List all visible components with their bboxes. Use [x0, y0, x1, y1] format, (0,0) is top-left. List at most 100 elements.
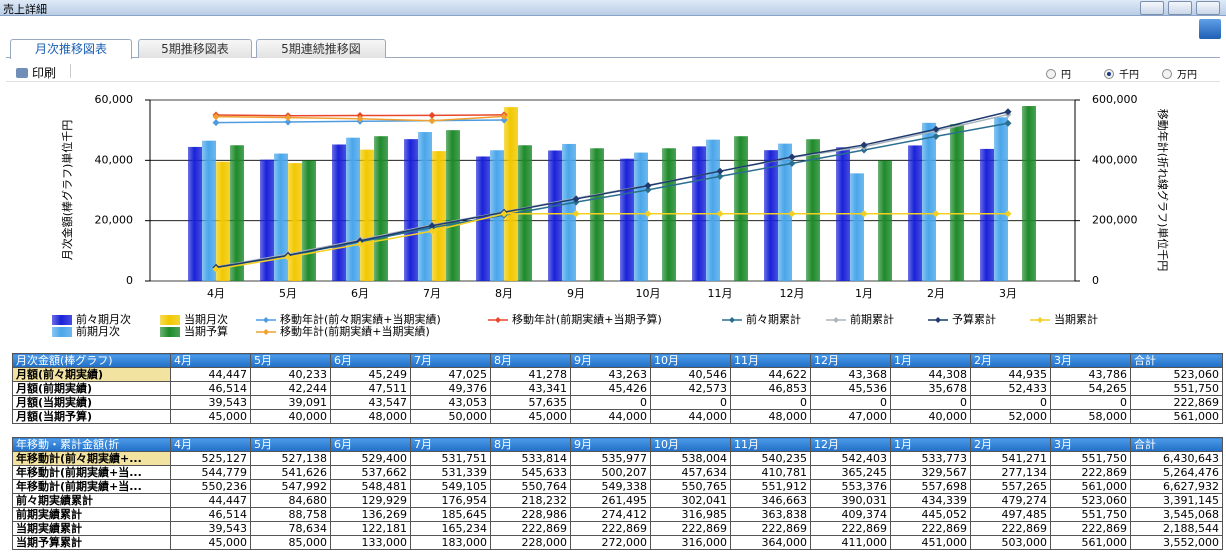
cell: 47,000 [810, 409, 891, 424]
unit-radio[interactable]: 円 [1046, 66, 1071, 81]
y2-tick-label: 0 [1092, 274, 1099, 287]
cell: 44,308 [890, 367, 971, 382]
cell: 228,000 [490, 535, 571, 550]
cell: 222,869 [570, 521, 651, 536]
legend-swatch [263, 329, 269, 335]
cell: 0 [650, 395, 731, 410]
bar [662, 148, 676, 281]
cell: 523,060 [1130, 367, 1223, 382]
line-marker [356, 115, 364, 123]
cell: 557,698 [890, 479, 971, 494]
tab[interactable]: 5期連続推移図 [256, 39, 386, 58]
cell: 44,447 [170, 367, 251, 382]
bar [548, 150, 562, 281]
row-label: 当期実績累計 [12, 521, 171, 536]
cell: 535,977 [570, 451, 651, 466]
cell: 538,004 [650, 451, 731, 466]
legend-label: 移動年計(前々期実績+当期実績) [280, 312, 441, 326]
y2-tick-label: 400,000 [1092, 153, 1138, 166]
table-row: 当期予算累計 45,000 85,000 133,000 183,000 228,000 2… [12, 535, 1223, 550]
cell: 550,765 [650, 479, 731, 494]
bar [374, 136, 388, 281]
cell: 529,400 [330, 451, 411, 466]
tab[interactable]: 5期推移図表 [138, 39, 252, 58]
legend-swatch [52, 327, 72, 337]
cell: 165,234 [410, 521, 491, 536]
cell: 434,339 [890, 493, 971, 508]
print-button[interactable]: 印刷 [16, 64, 56, 81]
print-label: 印刷 [32, 66, 57, 80]
header-cell: 5月 [250, 353, 331, 368]
x-tick-label: 8月 [495, 287, 513, 300]
bar [216, 161, 230, 281]
line-marker [284, 114, 292, 122]
header-cell: 4月 [170, 353, 251, 368]
y-tick-label: 60,000 [95, 93, 134, 106]
cell: 541,626 [250, 465, 331, 480]
bar [590, 148, 604, 281]
cell: 503,000 [970, 535, 1051, 550]
cell: 40,000 [250, 409, 331, 424]
cell: 41,278 [490, 367, 571, 382]
unit-radio[interactable]: 万円 [1162, 66, 1197, 81]
y-tick-label: 40,000 [95, 153, 134, 166]
y2-tick-label: 600,000 [1092, 93, 1138, 106]
cell: 3,552,000 [1130, 535, 1223, 550]
bar [980, 148, 994, 281]
cell: 129,929 [330, 493, 411, 508]
bar [346, 137, 360, 281]
tab-line [6, 57, 1220, 58]
maximize-button[interactable] [1168, 1, 1192, 15]
line-marker [932, 132, 940, 140]
line-marker [284, 118, 292, 126]
row-label: 前期実績累計 [12, 507, 171, 522]
line [215, 111, 1009, 269]
tab[interactable]: 月次推移図表 [10, 39, 132, 59]
cell: 43,263 [570, 367, 651, 382]
cell: 46,853 [730, 381, 811, 396]
legend-swatch [833, 317, 839, 323]
bar [994, 117, 1008, 281]
cell: 0 [970, 395, 1051, 410]
close-button[interactable] [1196, 1, 1220, 15]
cell: 133,000 [330, 535, 411, 550]
header-cell: 2月 [970, 437, 1051, 452]
cell: 537,662 [330, 465, 411, 480]
legend-label: 当期累計 [1054, 312, 1098, 326]
cell: 58,000 [1050, 409, 1131, 424]
unit-radio[interactable]: 千円 [1104, 66, 1139, 81]
x-tick-label: 6月 [351, 287, 369, 300]
cell: 57,635 [490, 395, 571, 410]
row-label: 前々期実績累計 [12, 493, 171, 508]
line-marker [788, 153, 796, 161]
cell: 43,053 [410, 395, 491, 410]
legend-swatch [495, 317, 501, 323]
line-marker [932, 125, 940, 133]
cell: 222,869 [1050, 521, 1131, 536]
cell: 0 [730, 395, 811, 410]
cell: 43,786 [1050, 367, 1131, 382]
line-marker [212, 119, 220, 127]
x-tick-label: 1月 [855, 287, 873, 300]
cell: 43,547 [330, 395, 411, 410]
cell: 6,627,932 [1130, 479, 1223, 494]
bar [432, 151, 446, 281]
cell: 222,869 [490, 521, 571, 536]
cell: 45,536 [810, 381, 891, 396]
cell: 52,433 [970, 381, 1051, 396]
line-marker [500, 210, 508, 218]
cell: 50,000 [410, 409, 491, 424]
cell: 390,031 [810, 493, 891, 508]
line-marker [428, 117, 436, 125]
bar [778, 143, 792, 281]
minimize-button[interactable] [1140, 1, 1164, 15]
cell: 527,138 [250, 451, 331, 466]
settings-button[interactable] [1199, 19, 1221, 39]
line-marker [572, 210, 580, 218]
cell: 410,781 [730, 465, 811, 480]
cell: 533,814 [490, 451, 571, 466]
title-bar: 売上詳細 [0, 0, 1226, 16]
header-cell: 10月 [650, 437, 731, 452]
x-tick-label: 5月 [279, 287, 297, 300]
